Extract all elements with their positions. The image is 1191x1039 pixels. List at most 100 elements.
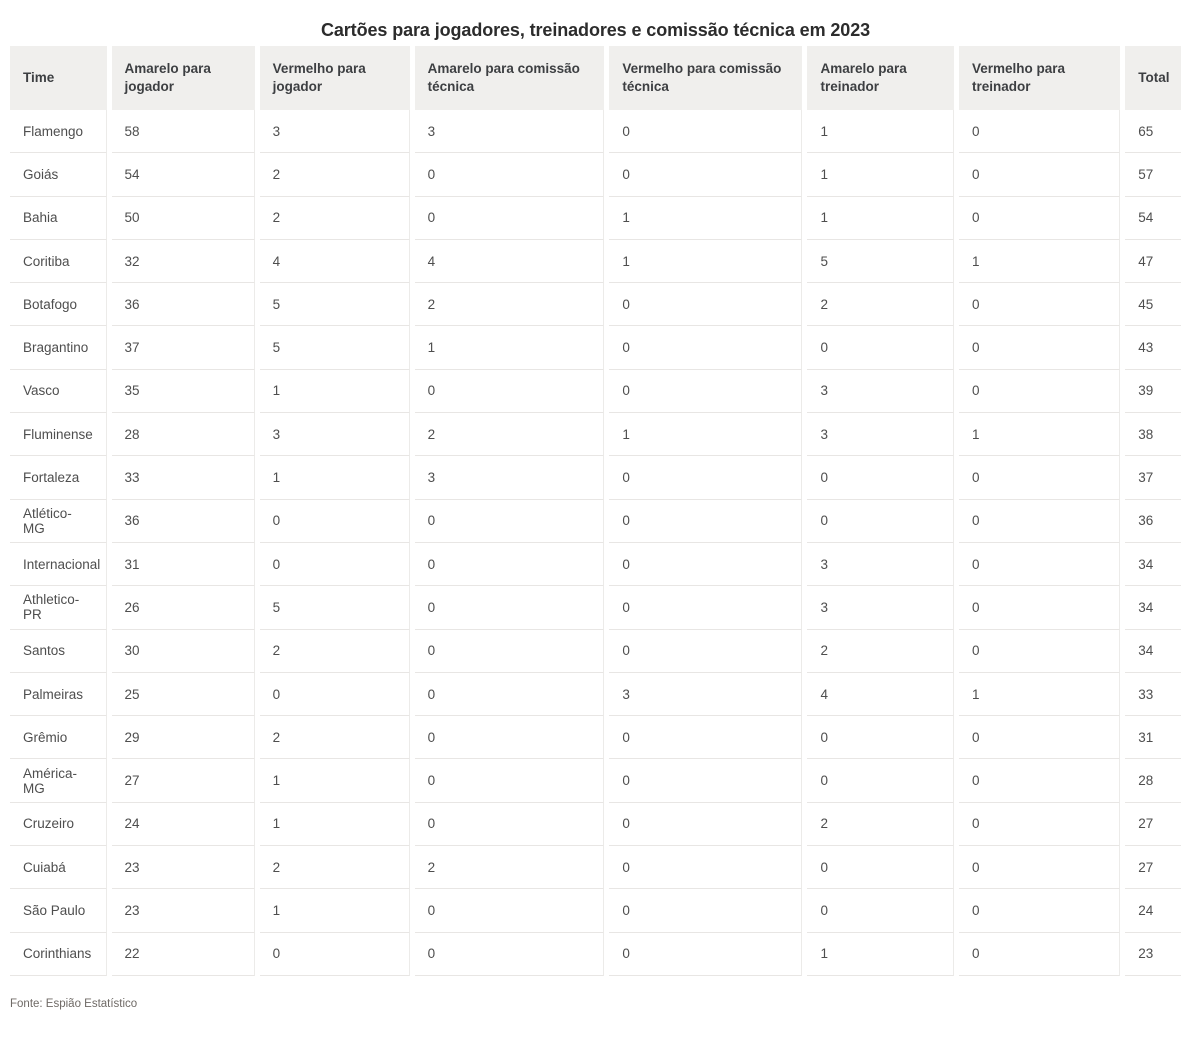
value-cell: 1 — [609, 239, 803, 284]
team-name-cell: Goiás — [10, 153, 107, 197]
value-cell: 23 — [111, 889, 255, 933]
table-row: Cuiabá 23 2 2 0 0 0 27 — [10, 846, 1181, 890]
value-cell: 3 — [259, 413, 410, 457]
value-cell: 3 — [807, 542, 954, 587]
value-cell: 0 — [609, 283, 803, 327]
value-cell: 0 — [807, 716, 954, 760]
value-cell: 5 — [259, 326, 410, 370]
value-cell: 0 — [609, 716, 803, 760]
value-cell: 1 — [259, 456, 410, 500]
value-cell: 0 — [958, 369, 1121, 414]
total-cell: 27 — [1125, 802, 1181, 847]
value-cell: 0 — [807, 846, 954, 890]
table-row: Santos 30 2 0 0 2 0 34 — [10, 629, 1181, 673]
value-cell: 36 — [111, 283, 255, 327]
value-cell: 0 — [414, 802, 605, 847]
value-cell: 0 — [807, 456, 954, 500]
value-cell: 4 — [259, 239, 410, 284]
column-header-0: Time — [10, 46, 107, 110]
value-cell: 0 — [958, 629, 1121, 673]
value-cell: 0 — [414, 716, 605, 760]
table-row: Internacional 31 0 0 0 3 0 34 — [10, 542, 1181, 587]
value-cell: 2 — [414, 846, 605, 890]
value-cell: 2 — [259, 629, 410, 673]
value-cell: 3 — [414, 456, 605, 500]
value-cell: 2 — [807, 283, 954, 327]
value-cell: 0 — [609, 759, 803, 803]
value-cell: 0 — [414, 369, 605, 414]
value-cell: 58 — [111, 110, 255, 154]
value-cell: 0 — [958, 283, 1121, 327]
cards-table: Time Amarelo para jogador Vermelho para jo… — [5, 46, 1186, 976]
column-header-2: Vermelho para jogador — [259, 46, 410, 110]
team-name-cell: Bahia — [10, 196, 107, 240]
table-row: Flamengo 58 3 3 0 1 0 65 — [10, 110, 1181, 154]
team-name-cell: América-MG — [10, 759, 107, 803]
value-cell: 0 — [414, 586, 605, 630]
value-cell: 4 — [807, 672, 954, 717]
value-cell: 0 — [609, 802, 803, 847]
value-cell: 1 — [259, 369, 410, 414]
table-row: Coritiba 32 4 4 1 5 1 47 — [10, 239, 1181, 284]
table-row: Vasco 35 1 0 0 3 0 39 — [10, 369, 1181, 414]
value-cell: 0 — [958, 196, 1121, 240]
value-cell: 0 — [609, 110, 803, 154]
value-cell: 26 — [111, 586, 255, 630]
column-header-1: Amarelo para jogador — [111, 46, 255, 110]
total-cell: 47 — [1125, 239, 1181, 284]
total-cell: 23 — [1125, 932, 1181, 976]
value-cell: 50 — [111, 196, 255, 240]
total-cell: 27 — [1125, 846, 1181, 890]
value-cell: 0 — [414, 196, 605, 240]
value-cell: 0 — [958, 456, 1121, 500]
team-name-cell: Coritiba — [10, 239, 107, 284]
team-name-cell: Internacional — [10, 542, 107, 587]
team-name-cell: Botafogo — [10, 283, 107, 327]
value-cell: 0 — [807, 889, 954, 933]
table-row: Athletico-PR 26 5 0 0 3 0 34 — [10, 586, 1181, 630]
value-cell: 0 — [958, 326, 1121, 370]
total-cell: 33 — [1125, 672, 1181, 717]
value-cell: 0 — [414, 932, 605, 976]
value-cell: 3 — [807, 413, 954, 457]
value-cell: 1 — [414, 326, 605, 370]
value-cell: 0 — [609, 326, 803, 370]
value-cell: 0 — [609, 846, 803, 890]
value-cell: 0 — [807, 759, 954, 803]
table-row: Bragantino 37 5 1 0 0 0 43 — [10, 326, 1181, 370]
team-name-cell: Fortaleza — [10, 456, 107, 500]
team-name-cell: Vasco — [10, 369, 107, 414]
value-cell: 30 — [111, 629, 255, 673]
team-name-cell: Palmeiras — [10, 672, 107, 717]
value-cell: 1 — [259, 802, 410, 847]
team-name-cell: Athletico-PR — [10, 586, 107, 630]
value-cell: 0 — [958, 889, 1121, 933]
value-cell: 3 — [807, 369, 954, 414]
value-cell: 2 — [414, 413, 605, 457]
team-name-cell: Fluminense — [10, 413, 107, 457]
table-row: Fortaleza 33 1 3 0 0 0 37 — [10, 456, 1181, 500]
table-row: Atlético-MG 36 0 0 0 0 0 36 — [10, 499, 1181, 543]
team-name-cell: São Paulo — [10, 889, 107, 933]
value-cell: 0 — [609, 153, 803, 197]
table-row: Cruzeiro 24 1 0 0 2 0 27 — [10, 802, 1181, 847]
table-row: São Paulo 23 1 0 0 0 0 24 — [10, 889, 1181, 933]
value-cell: 0 — [958, 716, 1121, 760]
value-cell: 0 — [807, 499, 954, 543]
value-cell: 2 — [259, 846, 410, 890]
value-cell: 4 — [414, 239, 605, 284]
team-name-cell: Bragantino — [10, 326, 107, 370]
total-cell: 24 — [1125, 889, 1181, 933]
value-cell: 0 — [958, 499, 1121, 543]
value-cell: 0 — [958, 759, 1121, 803]
total-cell: 36 — [1125, 499, 1181, 543]
team-name-cell: Cruzeiro — [10, 802, 107, 847]
value-cell: 32 — [111, 239, 255, 284]
value-cell: 0 — [958, 153, 1121, 197]
value-cell: 31 — [111, 542, 255, 587]
column-header-6: Vermelho para treinador — [958, 46, 1121, 110]
table-body: Flamengo 58 3 3 0 1 0 65 Goiás 54 2 0 0 1 0 57 Bahia 50 2 0… — [10, 110, 1181, 976]
value-cell: 1 — [807, 196, 954, 240]
value-cell: 1 — [807, 110, 954, 154]
value-cell: 5 — [259, 283, 410, 327]
